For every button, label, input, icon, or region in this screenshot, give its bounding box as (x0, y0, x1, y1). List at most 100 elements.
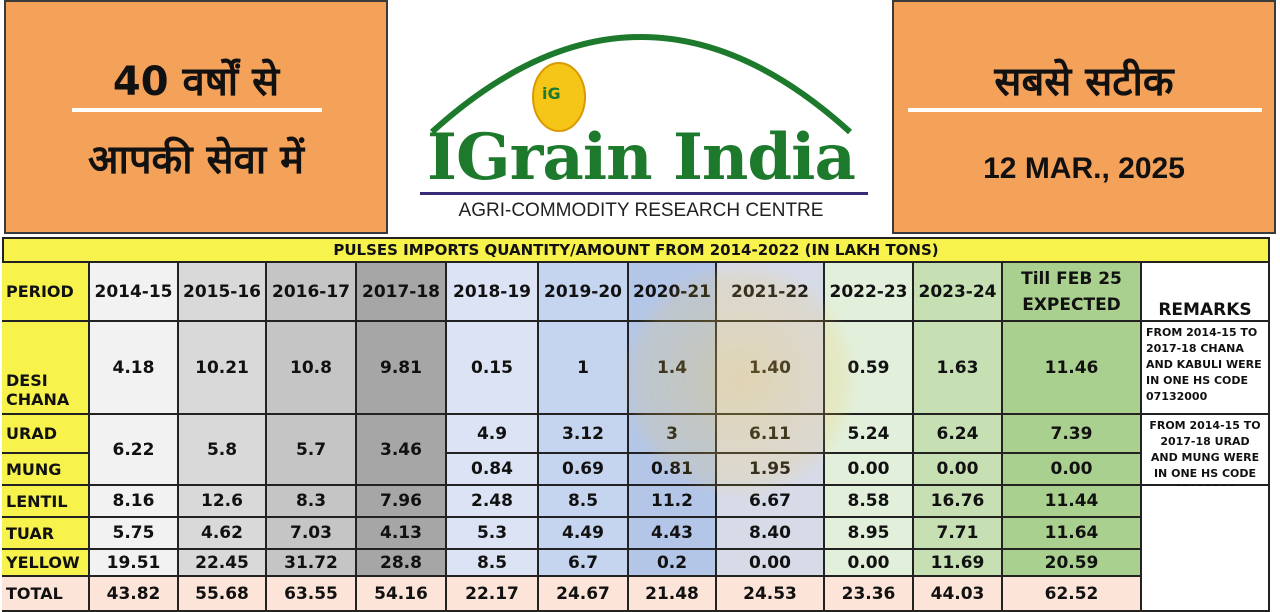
logo-wordmark: IGrain India (427, 120, 856, 195)
table-cell: 8.40 (717, 518, 825, 550)
remarks-urad-mung: FROM 2014-15 TO 2017-18 URAD AND MUNG WE… (1142, 415, 1270, 496)
table-cell: 20.59 (1003, 550, 1142, 577)
table-cell: 1.4 (629, 322, 717, 415)
row-label: YELLOW (2, 550, 90, 577)
table-cell: 4.43 (629, 518, 717, 550)
table-cell: 4.18 (90, 322, 179, 415)
column-header: 2021-22 (717, 263, 825, 322)
table-cell: 0.00 (914, 454, 1003, 486)
total-cell: 22.17 (447, 577, 539, 612)
row-label: DESI CHANA (2, 322, 90, 415)
table-cell: 11.2 (629, 486, 717, 518)
column-header: 2019-20 (539, 263, 629, 322)
table-cell: 7.03 (267, 518, 357, 550)
remarks-chana: FROM 2014-15 TO 2017-18 CHANA AND KABULI… (1142, 322, 1270, 415)
header-remarks: REMARKS (1142, 263, 1270, 322)
table-cell: 10.8 (267, 322, 357, 415)
logo-arch-icon (429, 34, 853, 135)
row-label: URAD (2, 415, 90, 454)
divider (908, 108, 1262, 112)
table-cell: 12.6 (179, 486, 267, 518)
table-cell: 0.2 (629, 550, 717, 577)
table-cell: 8.95 (825, 518, 914, 550)
total-cell: 62.52 (1003, 577, 1142, 612)
table-cell: 0.00 (1003, 454, 1142, 486)
column-header: 2022-23 (825, 263, 914, 322)
table-cell: 5.8 (179, 415, 267, 486)
report-date: 12 MAR., 2025 (983, 152, 1185, 185)
table-cell: 9.81 (357, 322, 447, 415)
total-cell: 24.53 (717, 577, 825, 612)
logo-subtitle: AGRI-COMMODITY RESEARCH CENTRE (458, 200, 824, 221)
table-cell: 3.12 (539, 415, 629, 454)
table-cell: 1.40 (717, 322, 825, 415)
table-cell: 0.00 (717, 550, 825, 577)
table-cell: 5.24 (825, 415, 914, 454)
table-cell: 1 (539, 322, 629, 415)
row-label: TUAR (2, 518, 90, 550)
total-cell: 24.67 (539, 577, 629, 612)
table-cell: 31.72 (267, 550, 357, 577)
header-banner: 40 वर्षों से आपकी सेवा में iG IGrain Ind… (0, 0, 1280, 236)
row-label: TOTAL (2, 577, 90, 612)
table-cell: 0.15 (447, 322, 539, 415)
table-cell: 8.5 (539, 486, 629, 518)
column-header: 2014-15 (90, 263, 179, 322)
remarks-empty (1142, 486, 1270, 612)
slogan-line-1: 40 वर्षों से (112, 59, 280, 105)
column-header: 2018-19 (447, 263, 539, 322)
column-header: 2020-21 (629, 263, 717, 322)
table-cell: 11.46 (1003, 322, 1142, 415)
table-cell: 5.3 (447, 518, 539, 550)
table-cell: 5.7 (267, 415, 357, 486)
table-cell: 8.3 (267, 486, 357, 518)
column-header: 2017-18 (357, 263, 447, 322)
divider (72, 108, 322, 112)
total-cell: 63.55 (267, 577, 357, 612)
column-header: 2015-16 (179, 263, 267, 322)
table-cell: 11.44 (1003, 486, 1142, 518)
column-header: 2016-17 (267, 263, 357, 322)
right-slogan-panel: सबसे सटीक 12 MAR., 2025 (892, 0, 1276, 234)
table-cell: 7.71 (914, 518, 1003, 550)
table-cell: 8.16 (90, 486, 179, 518)
table-cell: 22.45 (179, 550, 267, 577)
row-label: LENTIL (2, 486, 90, 518)
row-label: MUNG (2, 454, 90, 486)
table-cell: 6.11 (717, 415, 825, 454)
table-cell: 11.69 (914, 550, 1003, 577)
logo-panel: iG IGrain India AGRI-COMMODITY RESEARCH … (392, 2, 890, 234)
table-cell: 0.00 (825, 454, 914, 486)
total-cell: 43.82 (90, 577, 179, 612)
table-cell: 5.75 (90, 518, 179, 550)
table-cell: 19.51 (90, 550, 179, 577)
slogan-line-2: आपकी सेवा में (87, 137, 305, 183)
table-cell: 6.22 (90, 415, 179, 486)
total-cell: 54.16 (357, 577, 447, 612)
logo-underline (420, 192, 868, 195)
table-cell: 28.8 (357, 550, 447, 577)
table-cell: 4.49 (539, 518, 629, 550)
slogan-right: सबसे सटीक (994, 59, 1174, 105)
total-cell: 21.48 (629, 577, 717, 612)
column-header: Till FEB 25 EXPECTED (1003, 263, 1142, 322)
table-cell: 0.00 (825, 550, 914, 577)
table-cell: 4.62 (179, 518, 267, 550)
table-cell: 6.7 (539, 550, 629, 577)
table-cell: 1.63 (914, 322, 1003, 415)
table-cell: 2.48 (447, 486, 539, 518)
left-slogan-panel: 40 वर्षों से आपकी सेवा में (4, 0, 388, 234)
table-cell: 7.39 (1003, 415, 1142, 454)
table-cell: 3.46 (357, 415, 447, 486)
imports-table: PULSES IMPORTS QUANTITY/AMOUNT FROM 2014… (2, 237, 1278, 612)
table-title: PULSES IMPORTS QUANTITY/AMOUNT FROM 2014… (2, 237, 1270, 263)
table-cell: 4.13 (357, 518, 447, 550)
table-cell: 0.59 (825, 322, 914, 415)
table-cell: 0.84 (447, 454, 539, 486)
table-cell: 4.9 (447, 415, 539, 454)
table-cell: 1.95 (717, 454, 825, 486)
table-cell: 7.96 (357, 486, 447, 518)
table-cell: 6.67 (717, 486, 825, 518)
table-cell: 11.64 (1003, 518, 1142, 550)
total-cell: 44.03 (914, 577, 1003, 612)
